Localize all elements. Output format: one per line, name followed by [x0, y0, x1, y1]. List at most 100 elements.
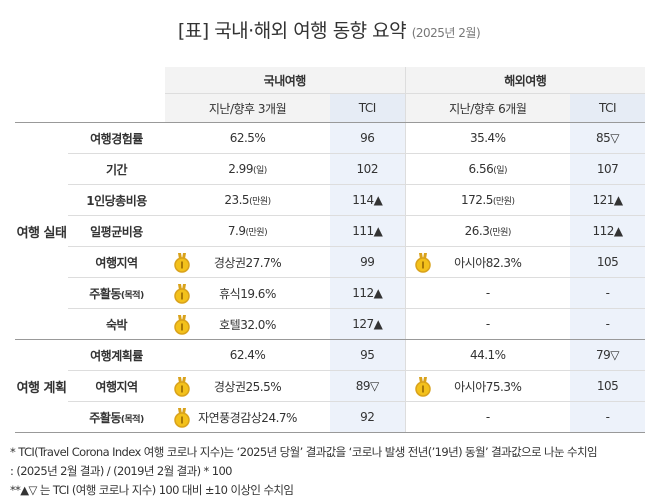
cell-unit: (일) [493, 166, 508, 176]
table-cell: 경상권27.7% [165, 246, 330, 278]
cell-text: - [605, 410, 610, 424]
cell-text: 85▽ [596, 131, 620, 145]
cell-text: 23.5 [224, 193, 250, 207]
row-label: 1인당총비용 [68, 184, 165, 216]
title: [표] 국내·해외 여행 동향 요약 [177, 20, 407, 42]
cell-text: 127▲ [352, 317, 383, 331]
table-cell: 2.99(일) [165, 153, 330, 185]
table-cell: 23.5(만원) [165, 184, 330, 216]
cell-text: 99 [360, 255, 375, 269]
medal-icon [174, 377, 190, 397]
table-body: 여행 실태 여행경험률 62.5% 96 35.4% 85▽ 기간 2.99(일) 102 6.5… [15, 122, 646, 433]
footnotes: * TCI(Travel Corona Index 여행 코로나 지수)는 ‘2… [10, 443, 655, 500]
row-label: 주활동(목적) [68, 277, 165, 309]
row-label: 여행지역 [68, 370, 165, 402]
table-row: 주활동(목적) 휴식19.6% 112▲ - - [15, 277, 646, 309]
cell-text: - [485, 286, 490, 300]
table-cell: - [405, 308, 571, 340]
table-row: 일평균비용 7.9(만원) 111▲ 26.3(만원) 112▲ [15, 215, 646, 247]
cell-unit: (만원) [245, 228, 268, 238]
section-label: 여행 실태 [15, 122, 68, 340]
footnote: * TCI(Travel Corona Index 여행 코로나 지수)는 ‘2… [10, 445, 598, 459]
table-cell: 경상권25.5% [165, 370, 330, 402]
cell-text: 102 [356, 162, 379, 176]
cell-text: 경상권27.7% [213, 255, 282, 270]
group-header: 국내여행 [165, 67, 406, 94]
title-note: (2025년 2월) [411, 26, 481, 40]
subheader: 지난/향후 3개월 [165, 93, 330, 123]
table-row: 1인당총비용 23.5(만원) 114▲ 172.5(만원) 121▲ [15, 184, 646, 216]
table-cell: 26.3(만원) [405, 215, 571, 247]
table-cell: 아시아75.3% [405, 370, 571, 402]
subheader: 지난/향후 6개월 [405, 93, 571, 123]
table-cell: 99 [330, 246, 406, 278]
table-cell: 자연풍경감상24.7% [165, 401, 330, 433]
table-row: 여행지역 경상권25.5% 89▽ 아시아75.3% 105 [15, 370, 646, 402]
cell-text: 92 [360, 410, 375, 424]
cell-unit: (만원) [489, 228, 511, 238]
table-cell: 112▲ [330, 277, 406, 309]
cell-text: 95 [360, 348, 375, 362]
cell-text: - [605, 286, 610, 300]
table-cell: - [405, 277, 571, 309]
cell-text: 105 [596, 379, 619, 393]
row-label-text: 여행지역 [95, 379, 138, 394]
footnote: **▲▽ 는 TCI (여행 코로나 지수) 100 대비 ±10 이상인 수치… [10, 483, 294, 497]
row-label-text: 일평균비용 [90, 224, 143, 239]
cell-text: - [485, 410, 490, 424]
cell-text: 아시아82.3% [454, 255, 522, 270]
table-cell: 102 [330, 153, 406, 185]
cell-text: 35.4% [469, 131, 506, 145]
title-block: [표] 국내·해외 여행 동향 요약 (2025년 2월) [0, 16, 658, 43]
cell-text: 호텔32.0% [219, 317, 276, 332]
table-cell: 아시아82.3% [405, 246, 571, 278]
cell-unit: (만원) [249, 197, 271, 207]
cell-text: 172.5 [461, 193, 493, 207]
table-cell: 105 [570, 370, 646, 402]
table-row: 여행 실태 여행경험률 62.5% 96 35.4% 85▽ [15, 122, 646, 340]
medal-icon [174, 408, 190, 428]
table-row: 여행지역 경상권27.7% 99 아시아82.3% 105 [15, 246, 646, 278]
corner [15, 67, 165, 123]
row-label: 주활동(목적) [68, 401, 165, 433]
table-cell: 114▲ [330, 184, 406, 216]
medal-icon [414, 253, 431, 273]
cell-text: - [485, 317, 490, 331]
subheader: TCI [570, 93, 646, 123]
cell-text: 44.1% [469, 348, 506, 362]
table-cell: 35.4% [405, 122, 571, 154]
row-label-text: 1인당총비용 [86, 193, 147, 208]
table-cell: 44.1% [405, 339, 571, 371]
cell-text: 아시아75.3% [454, 379, 522, 394]
row-label: 여행계획률 [68, 339, 165, 371]
row-label: 일평균비용 [68, 215, 165, 247]
cell-text: 62.5% [229, 131, 266, 145]
row-label: 여행지역 [68, 246, 165, 278]
table-row: 주활동(목적) 자연풍경감상24.7% 92 - - [15, 401, 646, 433]
table-cell: 휴식19.6% [165, 277, 330, 309]
table-cell: 112▲ [570, 215, 646, 247]
table-cell: - [570, 308, 646, 340]
table-cell: 호텔32.0% [165, 308, 330, 340]
cell-text: 96 [360, 131, 375, 145]
summary-table: 국내여행 해외여행 지난/향후 3개월 TCI 지난/향후 6개월 TCI 여행… [15, 67, 646, 433]
table-cell: 62.5% [165, 122, 330, 154]
table-row: 여행 계획 여행계획률 62.4% 95 44.1% 79▽ [15, 339, 646, 433]
table-cell: - [405, 401, 571, 433]
table-cell: - [570, 401, 646, 433]
row-label-text: 주활동 [89, 410, 121, 425]
cell-text: 107 [596, 162, 619, 176]
cell-unit: (만원) [492, 197, 515, 207]
cell-text: 자연풍경감상24.7% [198, 410, 297, 425]
cell-text: 62.4% [229, 348, 266, 362]
cell-text: 112▲ [352, 286, 383, 300]
table-cell: 89▽ [330, 370, 406, 402]
cell-text: 경상권25.5% [213, 379, 282, 394]
table-cell: 111▲ [330, 215, 406, 247]
section-label: 여행 계획 [15, 339, 68, 433]
row-label: 기간 [68, 153, 165, 185]
subheader: TCI [330, 93, 406, 123]
table-row: 기간 2.99(일) 102 6.56(일) 107 [15, 153, 646, 185]
row-label-text: 기간 [105, 162, 128, 177]
row-label-text: 숙박 [105, 317, 128, 332]
